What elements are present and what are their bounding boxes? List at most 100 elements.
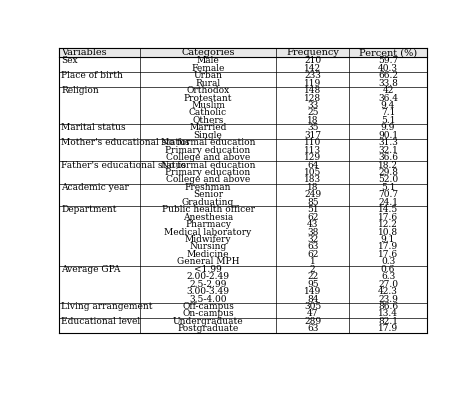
Text: Protestant: Protestant bbox=[184, 93, 232, 102]
Text: 1: 1 bbox=[310, 258, 316, 266]
Text: 17.6: 17.6 bbox=[378, 213, 398, 222]
Text: 47: 47 bbox=[307, 310, 319, 318]
Text: 24.1: 24.1 bbox=[378, 198, 398, 207]
Text: 62: 62 bbox=[307, 250, 319, 259]
Text: Pharmacy: Pharmacy bbox=[185, 220, 231, 229]
Text: Graduating: Graduating bbox=[182, 198, 234, 207]
Text: Married: Married bbox=[189, 123, 227, 132]
Text: Frequency: Frequency bbox=[286, 48, 339, 57]
Text: Medical laboratory: Medical laboratory bbox=[164, 228, 252, 237]
Text: 64: 64 bbox=[307, 160, 319, 170]
Text: Academic year: Academic year bbox=[61, 183, 129, 192]
Text: 52.0: 52.0 bbox=[378, 175, 398, 185]
Text: Categories: Categories bbox=[181, 48, 235, 57]
Text: Primary education: Primary education bbox=[165, 168, 251, 177]
Text: 36.4: 36.4 bbox=[378, 93, 398, 102]
Text: 5.1: 5.1 bbox=[381, 183, 395, 192]
Text: Nursing: Nursing bbox=[190, 243, 227, 251]
Text: 51: 51 bbox=[307, 205, 319, 214]
Text: 95: 95 bbox=[307, 280, 319, 289]
Text: 5.1: 5.1 bbox=[381, 116, 395, 125]
Text: 6.3: 6.3 bbox=[381, 272, 395, 281]
Text: Father's educational status: Father's educational status bbox=[61, 160, 186, 170]
Text: 23.9: 23.9 bbox=[378, 295, 398, 303]
Text: 38: 38 bbox=[307, 228, 319, 237]
Text: 33.8: 33.8 bbox=[378, 79, 398, 87]
Text: 31.3: 31.3 bbox=[378, 138, 398, 147]
Text: 40.3: 40.3 bbox=[378, 64, 398, 73]
Text: 2: 2 bbox=[310, 265, 316, 274]
Text: 63: 63 bbox=[307, 324, 319, 333]
Text: 119: 119 bbox=[304, 79, 321, 87]
Text: 36.6: 36.6 bbox=[378, 153, 398, 162]
Text: Public health officer: Public health officer bbox=[162, 205, 255, 214]
Text: 2.00-2.49: 2.00-2.49 bbox=[187, 272, 229, 281]
Text: Single: Single bbox=[194, 131, 222, 140]
Text: Place of birth: Place of birth bbox=[61, 71, 123, 80]
Text: 43: 43 bbox=[307, 220, 319, 229]
Text: 86.6: 86.6 bbox=[378, 302, 398, 311]
Text: 29.8: 29.8 bbox=[378, 168, 398, 177]
Text: Postgraduate: Postgraduate bbox=[177, 324, 238, 333]
Text: 7.1: 7.1 bbox=[381, 108, 395, 117]
Text: No formal education: No formal education bbox=[161, 138, 255, 147]
Text: Off-campus: Off-campus bbox=[182, 302, 234, 311]
Text: 3.00-3.49: 3.00-3.49 bbox=[187, 287, 229, 296]
Text: 148: 148 bbox=[304, 86, 321, 95]
Text: 110: 110 bbox=[304, 138, 321, 147]
Text: 233: 233 bbox=[304, 71, 321, 80]
Text: 18: 18 bbox=[307, 183, 319, 192]
Text: Medicine: Medicine bbox=[187, 250, 229, 259]
Text: No formal education: No formal education bbox=[161, 160, 255, 170]
Text: Urban: Urban bbox=[193, 71, 222, 80]
Text: Variables: Variables bbox=[61, 48, 107, 57]
Text: Percent (%): Percent (%) bbox=[359, 48, 417, 57]
Text: 70.7: 70.7 bbox=[378, 190, 398, 199]
Text: Freshman: Freshman bbox=[185, 183, 231, 192]
Text: 305: 305 bbox=[304, 302, 321, 311]
Text: 42.3: 42.3 bbox=[378, 287, 398, 296]
Text: 35: 35 bbox=[307, 123, 319, 132]
Text: 113: 113 bbox=[304, 145, 321, 155]
Text: 249: 249 bbox=[304, 190, 321, 199]
Text: 9.9: 9.9 bbox=[381, 123, 395, 132]
Text: 90.1: 90.1 bbox=[378, 131, 398, 140]
Text: Anesthesia: Anesthesia bbox=[183, 213, 233, 222]
Text: <1.99: <1.99 bbox=[194, 265, 222, 274]
Text: 32: 32 bbox=[307, 235, 319, 244]
Text: 9.4: 9.4 bbox=[381, 101, 395, 110]
Text: 33: 33 bbox=[307, 101, 319, 110]
Text: 17.9: 17.9 bbox=[378, 324, 398, 333]
Text: Female: Female bbox=[191, 64, 225, 73]
Text: Religion: Religion bbox=[61, 86, 99, 95]
Text: College and above: College and above bbox=[166, 175, 250, 185]
Text: 105: 105 bbox=[304, 168, 321, 177]
Text: 17.6: 17.6 bbox=[378, 250, 398, 259]
Text: Marital status: Marital status bbox=[61, 123, 126, 132]
Text: Rural: Rural bbox=[195, 79, 220, 87]
Text: 84: 84 bbox=[307, 295, 319, 303]
Text: Department: Department bbox=[61, 205, 117, 214]
Text: 18: 18 bbox=[307, 116, 319, 125]
Text: 3.5-4.00: 3.5-4.00 bbox=[189, 295, 227, 303]
Text: Mother's educational status: Mother's educational status bbox=[61, 138, 190, 147]
Text: 183: 183 bbox=[304, 175, 321, 185]
Text: Catholic: Catholic bbox=[189, 108, 227, 117]
Text: 0.6: 0.6 bbox=[381, 265, 395, 274]
Text: 0.3: 0.3 bbox=[381, 258, 395, 266]
Text: Undergraduate: Undergraduate bbox=[173, 317, 243, 326]
Text: 27.0: 27.0 bbox=[378, 280, 398, 289]
Text: 42: 42 bbox=[383, 86, 394, 95]
Text: 18.2: 18.2 bbox=[378, 160, 398, 170]
Text: 59.7: 59.7 bbox=[378, 56, 398, 65]
Text: 2.5-2.99: 2.5-2.99 bbox=[189, 280, 227, 289]
Text: 142: 142 bbox=[304, 64, 321, 73]
Text: Others: Others bbox=[192, 116, 224, 125]
Text: 63: 63 bbox=[307, 243, 319, 251]
Text: Orthodox: Orthodox bbox=[186, 86, 229, 95]
Text: Midwifery: Midwifery bbox=[185, 235, 231, 244]
Text: Male: Male bbox=[197, 56, 219, 65]
Text: 17.9: 17.9 bbox=[378, 243, 398, 251]
Text: 149: 149 bbox=[304, 287, 321, 296]
Text: 129: 129 bbox=[304, 153, 321, 162]
